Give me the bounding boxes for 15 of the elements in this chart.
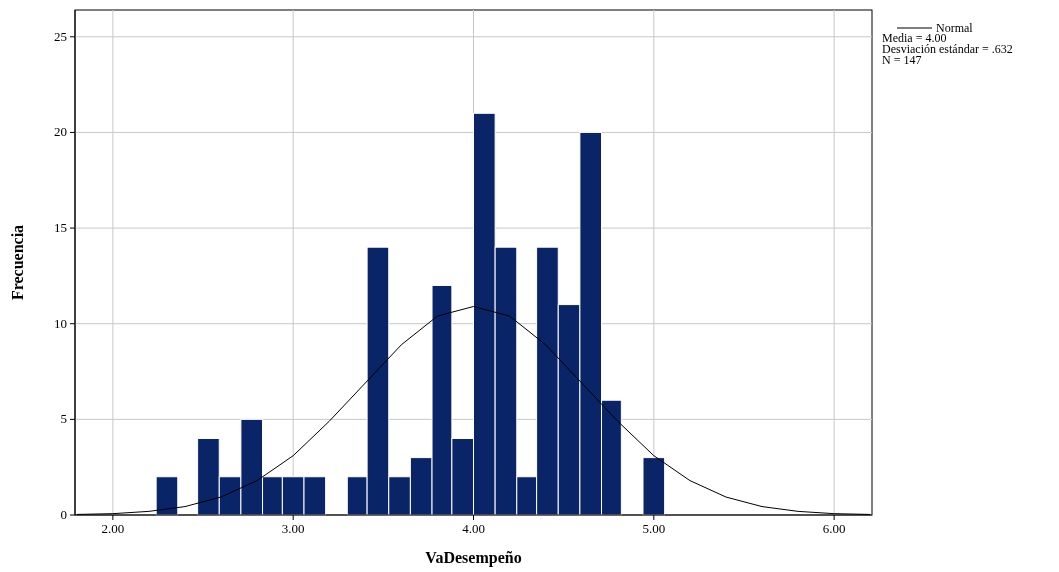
x-tick-label: 4.00: [462, 521, 485, 536]
y-tick-label: 25: [54, 28, 67, 44]
x-tick-label: 5.00: [642, 521, 666, 536]
x-tick-label: 2.00: [101, 521, 125, 536]
x-tick-label: 6.00: [822, 521, 846, 536]
y-axis-title: Frecuencia: [9, 224, 26, 301]
y-tick-label: 0: [60, 507, 67, 522]
y-tick-label: 20: [54, 124, 67, 140]
text: N = 147: [882, 53, 922, 67]
y-tick-label: 5: [60, 411, 67, 427]
text: Desviación estándar = .632: [882, 42, 1013, 56]
x-tick-label: 3.00: [281, 521, 305, 536]
x-axis-title: VaDesempeño: [425, 549, 522, 567]
y-tick-label: 15: [54, 220, 67, 236]
y-tick-label: 10: [54, 315, 67, 331]
